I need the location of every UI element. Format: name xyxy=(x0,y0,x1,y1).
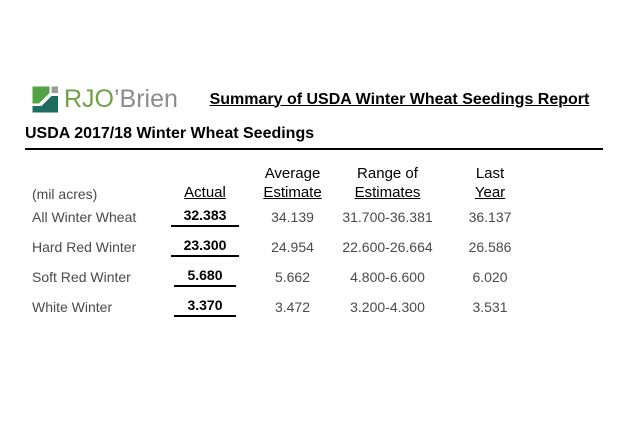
range-of-estimates-cell: 3.200-4.300 xyxy=(350,299,425,315)
range-of-estimates-cell: 22.600-26.664 xyxy=(342,239,433,255)
column-header-average-estimate: Average Estimate xyxy=(250,154,335,202)
column-header-bottom: Year xyxy=(474,184,506,201)
column-header-top: Range of xyxy=(357,165,418,182)
page-title: Summary of USDA Winter Wheat Seedings Re… xyxy=(209,90,590,108)
table-row: White Winter 3.370 3.472 3.200-4.300 3.5… xyxy=(25,292,540,322)
column-header-top: Average xyxy=(264,165,321,182)
logo-text-secondary: ’Brien xyxy=(114,85,178,113)
average-estimate-cell: 24.954 xyxy=(271,239,314,255)
seedings-table: (mil acres) Actual Average Estimate Rang… xyxy=(25,154,540,322)
last-year-cell: 26.586 xyxy=(468,239,512,255)
last-year-cell: 36.137 xyxy=(468,209,512,225)
unit-label: (mil acres) xyxy=(32,186,98,202)
actual-cell: 23.300 xyxy=(160,232,250,262)
row-label: Soft Red Winter xyxy=(32,269,131,285)
column-header-bottom: Estimate xyxy=(263,184,322,201)
logo-text-primary: RJO xyxy=(64,85,114,113)
logo-wordmark: RJO’Brien xyxy=(64,86,178,113)
table-row: Hard Red Winter 23.300 24.954 22.600-26.… xyxy=(25,232,540,262)
rjobrien-flag-icon xyxy=(32,86,58,113)
table-body: All Winter Wheat 32.383 34.139 31.700-36… xyxy=(25,202,540,322)
column-header-last-year: Last Year xyxy=(440,154,540,202)
table-row: Soft Red Winter 5.680 5.662 4.800-6.600 … xyxy=(25,262,540,292)
table-header-row: (mil acres) Actual Average Estimate Rang… xyxy=(25,154,540,202)
actual-cell: 5.680 xyxy=(160,262,250,292)
header-row: RJO’Brien Summary of USDA Winter Wheat S… xyxy=(25,86,603,113)
table-row: All Winter Wheat 32.383 34.139 31.700-36… xyxy=(25,202,540,232)
average-estimate-cell: 3.472 xyxy=(274,299,311,315)
actual-value: 23.300 xyxy=(170,237,240,257)
actual-value: 5.680 xyxy=(174,267,236,287)
table-header: (mil acres) Actual Average Estimate Rang… xyxy=(25,154,540,202)
average-estimate-cell: 5.662 xyxy=(274,269,311,285)
column-header-bottom: Estimates xyxy=(354,184,421,201)
column-header-range-of-estimates: Range of Estimates xyxy=(335,154,440,202)
actual-cell: 3.370 xyxy=(160,292,250,322)
report-content: RJO’Brien Summary of USDA Winter Wheat S… xyxy=(25,86,603,322)
range-of-estimates-cell: 4.800-6.600 xyxy=(350,269,425,285)
row-label: All Winter Wheat xyxy=(32,209,137,225)
report-subtitle: USDA 2017/18 Winter Wheat Seedings xyxy=(25,125,603,150)
actual-cell: 32.383 xyxy=(160,202,250,232)
column-header-bottom: Actual xyxy=(184,184,226,201)
column-header-actual: Actual xyxy=(160,154,250,202)
rjobrien-logo: RJO’Brien xyxy=(32,86,178,113)
average-estimate-cell: 34.139 xyxy=(271,209,314,225)
last-year-cell: 6.020 xyxy=(472,269,508,285)
row-label: White Winter xyxy=(32,299,113,315)
row-label: Hard Red Winter xyxy=(32,239,137,255)
actual-value: 3.370 xyxy=(174,297,236,317)
range-of-estimates-cell: 31.700-36.381 xyxy=(342,209,433,225)
actual-value: 32.383 xyxy=(170,207,240,227)
last-year-cell: 3.531 xyxy=(472,299,508,315)
column-header-top: Last xyxy=(475,165,505,182)
